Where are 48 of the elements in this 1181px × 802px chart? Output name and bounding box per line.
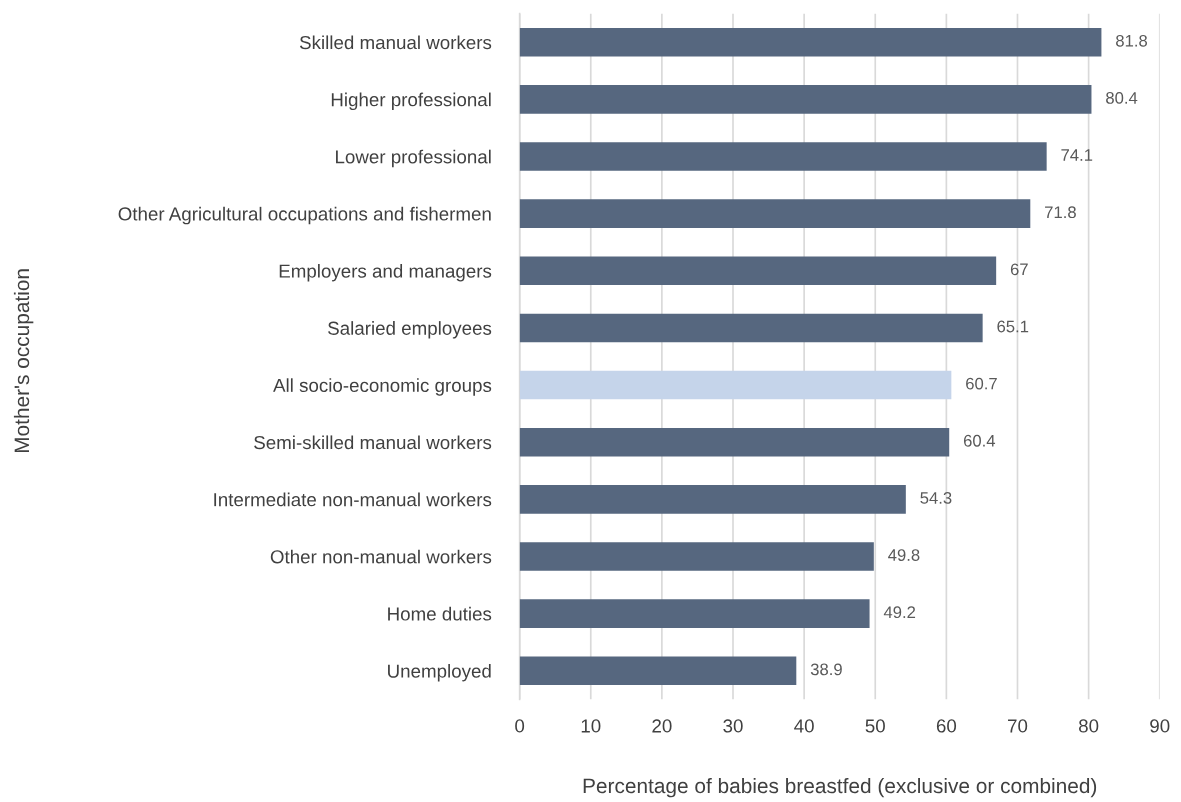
y-tick-label: Salaried employees [328,321,492,339]
bar [519,85,1092,114]
bar [519,27,1102,57]
bar [519,142,1047,171]
bar [519,656,797,686]
bar [519,427,950,457]
bar [519,313,983,343]
y-tick-label: Semi-skilled manual workers [254,435,492,450]
bar [519,370,952,400]
x-tick-label: 10 [581,719,601,733]
bar [519,599,870,628]
x-tick-label: 20 [652,719,672,733]
data-label: 60.7 [966,377,997,390]
x-tick-label: 0 [515,719,525,733]
bar [519,485,906,514]
y-tick-label: Other non-manual workers [270,549,492,564]
data-label: 49.8 [888,549,920,561]
y-tick-label: Home duties [388,606,492,621]
data-label: 38.9 [810,663,842,676]
x-tick-label: 50 [865,719,885,733]
y-tick-label: All socio-economic groups [273,378,492,396]
y-tick-label: Higher professional [331,92,491,111]
y-tick-label: Lower professional [336,149,491,168]
data-label: 54.3 [920,492,952,504]
bar [519,256,997,286]
x-tick-label: 70 [1008,719,1028,733]
x-tick-label: 90 [1150,719,1170,733]
y-tick-label: Unemployed [388,663,491,682]
x-axis-title: Percentage of babies breastfed (exclusive or combined) [583,777,1097,798]
y-tick-label: Intermediate non-manual workers [214,492,492,507]
bar [519,199,1031,228]
data-label: 49.2 [883,606,916,619]
y-tick-label: Skilled manual workers [299,35,492,50]
data-label: 65.1 [997,320,1029,333]
data-label: 80.4 [1106,92,1138,104]
bar [519,542,874,571]
y-tick-label: Other Agricultural occupations and fishermen [118,206,491,225]
x-tick-label: 30 [723,719,743,733]
data-label: 67 [1010,263,1028,276]
x-tick-label: 60 [936,719,957,733]
data-label: 74.1 [1061,149,1093,161]
data-label: 71.8 [1045,206,1076,219]
x-tick-label: 80 [1079,719,1099,733]
x-tick-label: 40 [794,719,814,733]
y-tick-label: Employers and managers [279,263,492,282]
data-label: 81.8 [1116,34,1148,47]
data-label: 60.4 [963,434,996,447]
y-axis-title: Mother's occupation [13,269,34,453]
